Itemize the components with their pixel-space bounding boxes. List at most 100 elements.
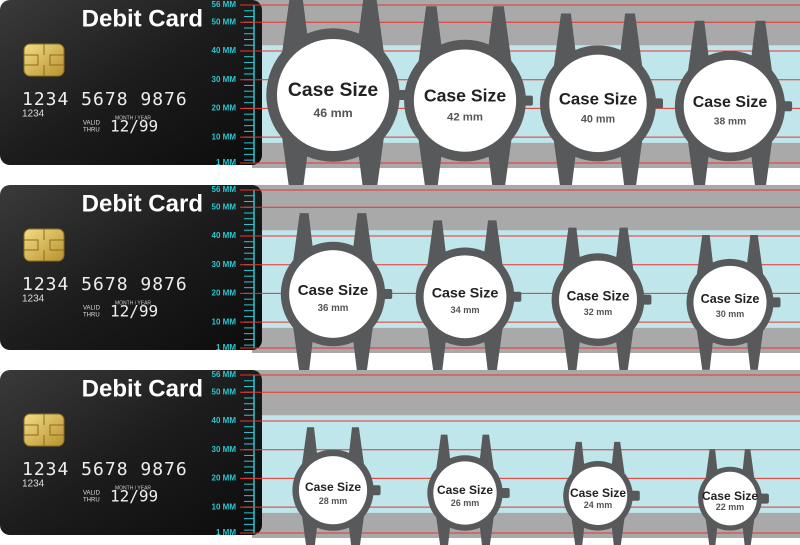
case-size-value: 30 mm — [716, 309, 745, 319]
card-title: Debit Card — [82, 375, 203, 402]
case-size-value: 22 mm — [716, 502, 745, 512]
case-size-label: Case Size — [570, 486, 626, 500]
card-number: 1234 5678 9876 — [22, 459, 188, 480]
ruler-label: 56 MM — [212, 0, 237, 9]
card-small-number: 1234 — [22, 294, 45, 305]
watch-crown — [642, 294, 652, 305]
ruler-label: 40 MM — [212, 46, 237, 55]
card — [0, 185, 262, 350]
watch-crown — [771, 297, 781, 308]
case-size-value: 46 mm — [313, 106, 352, 120]
ruler-label: 40 MM — [212, 231, 237, 240]
card-number: 1234 5678 9876 — [22, 89, 188, 110]
watch: Case Size 32 mm — [551, 227, 652, 372]
ruler-label: 30 MM — [212, 75, 237, 84]
case-size-label: Case Size — [432, 286, 499, 302]
case-size-value: 36 mm — [318, 303, 349, 314]
ruler-label: 50 MM — [212, 202, 237, 211]
watch-dial — [703, 471, 757, 526]
case-size-label: Case Size — [702, 489, 758, 503]
watch: Case Size 40 mm — [540, 13, 663, 194]
case-size-value: 40 mm — [581, 113, 615, 125]
watch-crown — [371, 485, 381, 496]
card-thru: THRU — [83, 128, 100, 134]
watch-dial — [423, 255, 507, 339]
card-month-year: MONTH / YEAR — [115, 300, 151, 306]
watch-dial — [568, 466, 628, 526]
card-valid: VALID — [83, 491, 101, 497]
card-small-number: 1234 — [22, 109, 45, 120]
watch-crown — [512, 291, 522, 302]
watch-dial — [549, 54, 647, 153]
watch-crown — [759, 493, 769, 504]
chip-lines — [24, 44, 64, 76]
ruler-label: 10 MM — [212, 502, 237, 511]
case-size-label: Case Size — [437, 483, 493, 497]
watch: Case Size 42 mm — [404, 6, 533, 195]
ruler-label: 1 MM — [216, 343, 236, 352]
watch-crown — [383, 289, 393, 299]
card-title: Debit Card — [82, 5, 203, 32]
card-expiry: 12/99 — [110, 117, 158, 136]
watch-crown — [630, 490, 640, 501]
ruler-label: 1 MM — [216, 528, 236, 537]
watch-dial — [559, 260, 637, 339]
case-size-value: 28 mm — [319, 496, 348, 506]
watch-crown — [783, 101, 793, 112]
ruler-label: 20 MM — [212, 289, 237, 298]
card-thru: THRU — [83, 498, 100, 504]
case-size-value: 34 mm — [450, 305, 479, 315]
case-size-label: Case Size — [298, 282, 369, 299]
watch: Case Size 38 mm — [674, 20, 793, 192]
ruler-label: 10 MM — [212, 132, 237, 141]
watch-dial — [413, 49, 517, 152]
case-size-value: 26 mm — [451, 498, 480, 508]
card-small-number: 1234 — [22, 479, 45, 490]
watch-dial — [693, 265, 767, 339]
case-size-label: Case Size — [693, 94, 768, 111]
watch: Case Size 34 mm — [415, 220, 522, 374]
ruler-label: 50 MM — [212, 17, 237, 26]
watch-dial — [298, 456, 368, 525]
card-thru: THRU — [83, 313, 100, 319]
case-size-label: Case Size — [701, 292, 760, 306]
card — [0, 370, 262, 535]
watch-crown — [523, 95, 533, 106]
chip-lines — [24, 414, 64, 446]
ruler-label: 1 MM — [216, 158, 236, 167]
watch-dial — [289, 250, 377, 338]
chip-lines — [24, 229, 64, 261]
card-month-year: MONTH / YEAR — [115, 115, 151, 121]
case-size-value: 38 mm — [714, 116, 746, 127]
watch-dial — [276, 38, 390, 152]
ruler-label: 10 MM — [212, 317, 237, 326]
card-title: Debit Card — [82, 190, 203, 217]
watch: Case Size 36 mm — [280, 213, 393, 375]
case-size-label: Case Size — [559, 89, 637, 108]
ruler-label: 20 MM — [212, 474, 237, 483]
ruler-label: 56 MM — [212, 370, 237, 379]
ruler-label: 30 MM — [212, 445, 237, 454]
case-size-value: 24 mm — [584, 500, 613, 510]
watch-crown — [500, 488, 510, 498]
case-size-label: Case Size — [288, 80, 378, 101]
watch: Case Size 46 mm — [266, 0, 407, 199]
watch-dial — [433, 461, 497, 525]
case-size-value: 32 mm — [584, 307, 613, 317]
card-expiry: 12/99 — [110, 302, 158, 321]
ruler-label: 30 MM — [212, 260, 237, 269]
card-number: 1234 5678 9876 — [22, 274, 188, 295]
case-size-label: Case Size — [424, 86, 506, 106]
watch: Case Size 30 mm — [686, 234, 781, 370]
ruler-label: 20 MM — [212, 104, 237, 113]
ruler-label: 56 MM — [212, 185, 237, 194]
case-size-label: Case Size — [305, 480, 361, 494]
card-expiry: 12/99 — [110, 487, 158, 506]
ruler-label: 50 MM — [212, 387, 237, 396]
case-size-value: 42 mm — [447, 112, 483, 124]
